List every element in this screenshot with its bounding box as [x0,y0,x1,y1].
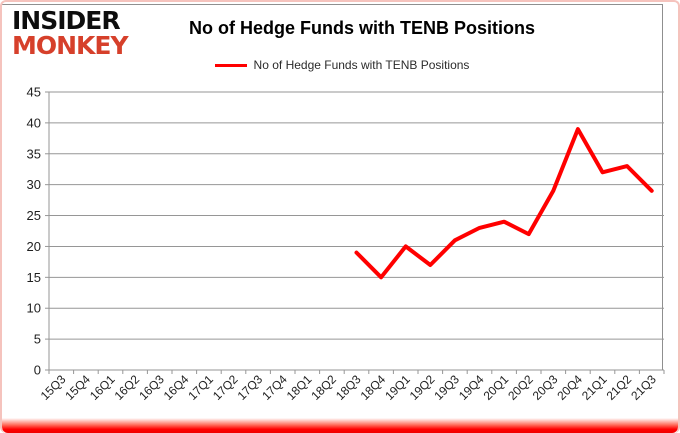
y-axis-label-25: 25 [27,208,41,223]
x-axis-label-18Q4: 18Q4 [358,372,389,403]
legend-line-swatch [214,63,247,67]
x-axis-label-21Q3: 21Q3 [628,372,659,403]
x-axis-label-18Q3: 18Q3 [333,372,364,403]
x-axis-label-20Q1: 20Q1 [481,372,512,403]
x-axis-label-17Q4: 17Q4 [259,372,290,403]
x-axis-label-15Q4: 15Q4 [62,372,93,403]
y-axis-label-40: 40 [27,115,41,130]
chart-frame-right-line [662,4,663,370]
y-axis-label-45: 45 [27,85,41,100]
y-axis-label-15: 15 [27,270,41,285]
x-axis-label-20Q3: 20Q3 [530,372,561,403]
x-axis-label-19Q2: 19Q2 [407,372,438,403]
chart-title: No of Hedge Funds with TENB Positions [189,18,535,38]
x-axis-label-16Q2: 16Q2 [112,372,143,403]
x-axis-label-16Q1: 16Q1 [87,372,118,403]
y-axis-label-0: 0 [34,363,41,378]
y-axis-label-30: 30 [27,177,41,192]
x-axis-label-19Q4: 19Q4 [456,372,487,403]
insider-monkey-logo: INSIDER MONKEY [12,6,129,60]
x-axis-label-18Q1: 18Q1 [284,372,315,403]
x-axis-label-17Q1: 17Q1 [185,372,216,403]
chart-frame-top-line [2,4,663,5]
x-axis-label-17Q3: 17Q3 [235,372,266,403]
x-axis-label-19Q3: 19Q3 [431,372,462,403]
x-axis-label-16Q3: 16Q3 [136,372,167,403]
x-axis-label-15Q3: 15Q3 [38,372,69,403]
y-axis-label-20: 20 [27,239,41,254]
y-axis-label-5: 5 [34,332,41,347]
bottom-red-bar [2,418,678,433]
x-axis-label-18Q2: 18Q2 [308,372,339,403]
y-axis-label-35: 35 [27,146,41,161]
x-axis-label-21Q1: 21Q1 [579,372,610,403]
logo-monkey-text: MONKEY [12,30,129,60]
x-axis-label-20Q2: 20Q2 [505,372,536,403]
x-axis-label-20Q4: 20Q4 [554,372,585,403]
legend-label: No of Hedge Funds with TENB Positions [253,58,470,72]
x-axis-label-16Q4: 16Q4 [161,372,192,403]
x-axis-label-19Q1: 19Q1 [382,372,413,403]
series-line-no-of-hedge-funds-with-tenb-positions [354,127,654,280]
chart-legend: No of Hedge Funds with TENB Positions [102,58,582,72]
y-axis-label-10: 10 [27,301,41,316]
x-axis-label-21Q2: 21Q2 [604,372,635,403]
x-axis-label-17Q2: 17Q2 [210,372,241,403]
logo-insider-text: INSIDER [12,6,121,35]
